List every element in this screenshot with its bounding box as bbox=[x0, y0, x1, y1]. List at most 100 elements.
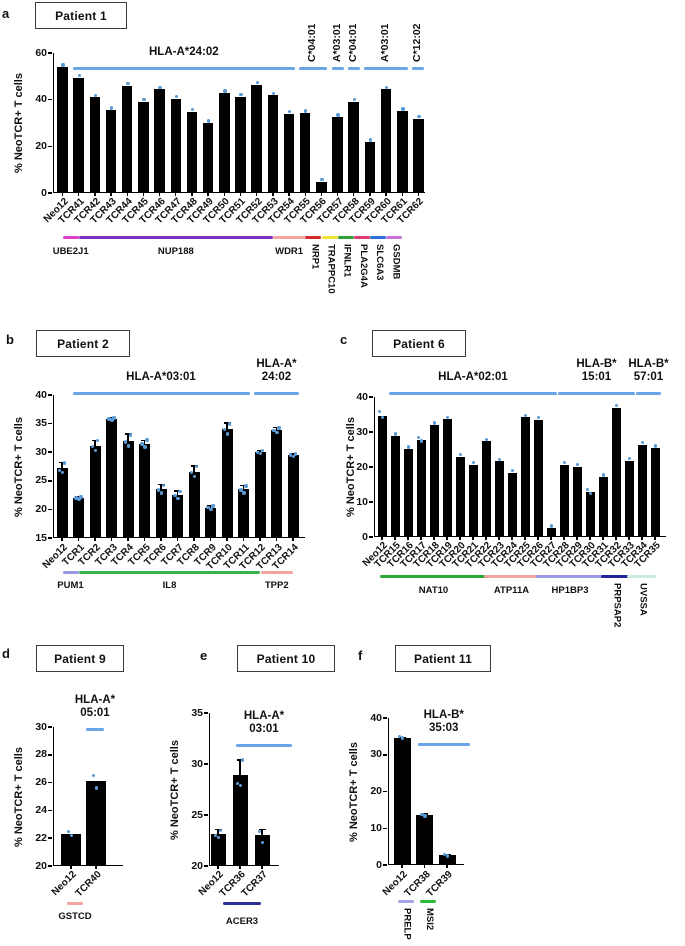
bar-a-TCR44 bbox=[121, 85, 133, 193]
x-tick-mark bbox=[498, 537, 500, 540]
error-bar-cap-top bbox=[108, 416, 115, 418]
bar-b-TCR7 bbox=[172, 495, 183, 538]
x-tick-mark bbox=[654, 537, 656, 540]
data-point-dot bbox=[240, 758, 245, 762]
hla-line-C*04:01 bbox=[299, 67, 328, 70]
data-point-dot bbox=[93, 448, 98, 453]
x-tick-mark bbox=[158, 193, 161, 196]
data-point-dot bbox=[161, 483, 166, 488]
gene-label-WDR1: WDR1 bbox=[275, 246, 304, 257]
y-tick-mark bbox=[204, 712, 208, 714]
hla-label-line: HLA-A* bbox=[74, 694, 116, 706]
hla-label-line: HLA-B* bbox=[423, 709, 464, 721]
gene-line-PUM1 bbox=[62, 571, 79, 574]
hla-label-HLA-A*03:01: HLA-A*03:01 bbox=[101, 371, 221, 384]
error-bar bbox=[61, 462, 63, 474]
data-point-dot bbox=[272, 428, 276, 433]
y-tick-mark bbox=[369, 536, 373, 538]
data-point-dot bbox=[385, 85, 389, 89]
error-bar-cap-top bbox=[256, 449, 264, 451]
y-tick-label: 20 bbox=[370, 785, 382, 797]
panel-letter-c: c bbox=[340, 332, 348, 347]
data-point-dot bbox=[222, 427, 227, 431]
data-point-dot bbox=[406, 445, 411, 449]
hla-label-line: HLA-A* bbox=[243, 710, 285, 722]
hla-line-HLA-A*03:01 bbox=[72, 392, 250, 395]
patient-box-label: Patient 6 bbox=[393, 336, 445, 351]
patient-box-e: Patient 10 bbox=[237, 645, 335, 672]
data-point-dot bbox=[190, 108, 195, 112]
hla-line-HLA-A*24:02 bbox=[254, 392, 299, 395]
gene-label-GSTCD: GSTCD bbox=[58, 911, 92, 922]
bar-b-TCR13 bbox=[271, 430, 282, 538]
bar-c-TCR17 bbox=[416, 440, 426, 537]
y-tick-mark bbox=[48, 754, 52, 756]
hla-label-line: 24:02 bbox=[261, 371, 292, 383]
hla-label-HLA-A*-05:01: HLA-A* 05:01 bbox=[35, 694, 155, 720]
x-tick-mark bbox=[110, 193, 112, 196]
data-point-dot bbox=[277, 426, 281, 430]
gene-label-TRAPPC10: TRAPPC10 bbox=[325, 244, 337, 294]
y-tick-label: 40 bbox=[35, 388, 47, 401]
y-tick-mark bbox=[48, 480, 52, 482]
data-point-dot bbox=[523, 413, 528, 417]
error-bar-cap-top bbox=[443, 853, 451, 856]
patient-box-c: Patient 6 bbox=[372, 330, 466, 357]
bar-c-TCR27 bbox=[546, 528, 556, 537]
error-bar-cap-top bbox=[421, 813, 428, 815]
bar-b-TCR11 bbox=[238, 489, 249, 538]
data-point-dot bbox=[239, 93, 243, 97]
data-point-dot bbox=[275, 431, 279, 435]
bar-c-TCR35 bbox=[650, 448, 660, 537]
gene-line-TRAPPC10 bbox=[321, 236, 338, 239]
error-bar-cap-top bbox=[214, 829, 222, 831]
data-point-dot bbox=[93, 93, 98, 97]
gene-label-NRP1: NRP1 bbox=[309, 244, 321, 270]
patient-box-label: Patient 9 bbox=[54, 651, 106, 666]
y-tick-mark bbox=[369, 501, 373, 503]
data-point-dot bbox=[497, 457, 502, 461]
patient-box-d: Patient 9 bbox=[36, 645, 124, 672]
data-point-dot bbox=[239, 488, 243, 492]
x-tick-mark bbox=[511, 537, 513, 540]
data-point-dot bbox=[352, 97, 357, 102]
error-bar-cap-top bbox=[223, 422, 231, 424]
y-tick-label: 25 bbox=[35, 474, 47, 487]
x-tick-mark bbox=[353, 193, 355, 196]
data-point-dot bbox=[255, 450, 260, 454]
data-point-dot bbox=[194, 464, 199, 469]
error-bar-cap-top bbox=[236, 759, 244, 761]
y-tick-label: 20 bbox=[35, 139, 47, 152]
y-tick-label: 10 bbox=[356, 495, 368, 508]
bar-c-TCR16 bbox=[403, 449, 413, 537]
x-tick-mark bbox=[70, 866, 72, 869]
x-tick-mark bbox=[176, 538, 179, 541]
y-tick-mark bbox=[383, 864, 387, 866]
bar-a-TCR41 bbox=[73, 77, 84, 193]
data-point-dot bbox=[176, 496, 180, 501]
gene-label-HP1BP3: HP1BP3 bbox=[551, 585, 589, 596]
gene-line-PRELP bbox=[397, 900, 414, 903]
bar-f-TCR38 bbox=[416, 815, 433, 865]
y-axis-label-a: % NeoTCR+ T cells bbox=[13, 73, 25, 173]
gene-line-UBE2J1 bbox=[62, 236, 79, 239]
data-point-dot bbox=[336, 113, 340, 117]
hla-label-A*03:01: A*03:01 bbox=[330, 23, 343, 62]
x-tick-mark bbox=[209, 538, 212, 541]
bar-a-Neo12 bbox=[57, 67, 68, 193]
y-tick-label: 40 bbox=[356, 390, 368, 403]
y-tick-mark bbox=[48, 837, 52, 839]
bar-b-TCR1 bbox=[73, 497, 84, 538]
hla-line-HLA-A*02:01 bbox=[389, 392, 557, 395]
error-bar bbox=[261, 829, 263, 842]
x-tick-mark bbox=[288, 193, 290, 196]
hla-label-HLA-A*02:01: HLA-A*02:01 bbox=[413, 371, 533, 384]
y-tick-mark bbox=[48, 98, 52, 101]
bar-e-Neo12 bbox=[210, 834, 226, 866]
gene-line-NRP1 bbox=[305, 236, 322, 239]
gene-label-ATP11A: ATP11A bbox=[493, 585, 530, 596]
data-point-dot bbox=[60, 470, 65, 474]
y-tick-mark bbox=[48, 422, 52, 425]
y-tick-mark bbox=[369, 466, 373, 468]
